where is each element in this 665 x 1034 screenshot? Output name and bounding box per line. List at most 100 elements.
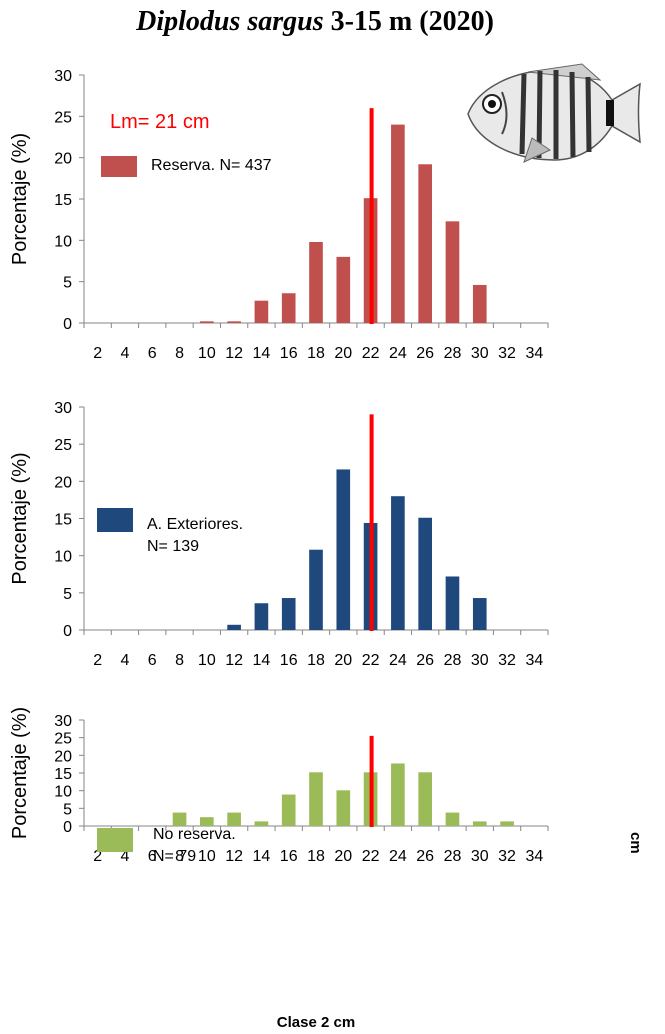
bar bbox=[500, 821, 514, 826]
legend-label: A. Exteriores. bbox=[147, 516, 243, 533]
x-tick-label: 16 bbox=[280, 848, 298, 865]
bar bbox=[336, 256, 351, 323]
x-tick-label: 8 bbox=[175, 848, 184, 865]
x-tick-label: 28 bbox=[444, 848, 462, 865]
x-tick-label: 6 bbox=[148, 848, 157, 865]
bar bbox=[227, 624, 241, 630]
bar bbox=[445, 221, 460, 323]
x-tick-label: 20 bbox=[334, 652, 352, 669]
x-tick-label: 2 bbox=[93, 848, 102, 865]
x-tick-label: 30 bbox=[471, 345, 489, 362]
x-tick-label: 16 bbox=[280, 345, 298, 362]
x-tick-label: 20 bbox=[334, 848, 352, 865]
bar bbox=[418, 772, 432, 826]
bar bbox=[309, 241, 323, 323]
x-tick-label: 6 bbox=[148, 652, 157, 669]
bar bbox=[254, 300, 269, 323]
x-tick-label: 20 bbox=[334, 345, 352, 362]
x-tick-label: 34 bbox=[525, 848, 543, 865]
x-tick-label: 12 bbox=[225, 848, 243, 865]
bar bbox=[472, 821, 487, 826]
y-tick-label: 25 bbox=[54, 731, 72, 748]
y-axis-label: Porcentaje (%) bbox=[9, 707, 31, 839]
legend-label: No reserva. bbox=[153, 826, 236, 843]
x-tick-label: 10 bbox=[198, 652, 216, 669]
x-tick-label: 14 bbox=[253, 848, 271, 865]
bar bbox=[418, 517, 432, 630]
legend-swatch bbox=[97, 828, 133, 852]
bar bbox=[309, 549, 323, 630]
x-tick-label: 34 bbox=[525, 345, 543, 362]
y-tick-label: 5 bbox=[63, 801, 72, 818]
bar bbox=[472, 284, 487, 323]
bar bbox=[309, 772, 323, 826]
x-tick-label: 8 bbox=[175, 345, 184, 362]
y-tick-label: 30 bbox=[54, 400, 72, 417]
y-tick-label: 25 bbox=[54, 109, 72, 126]
legend-label: N= 139 bbox=[147, 538, 199, 555]
y-tick-label: 0 bbox=[63, 316, 72, 333]
x-tick-label: 28 bbox=[444, 652, 462, 669]
y-tick-label: 0 bbox=[63, 623, 72, 640]
title-species: Diplodus sargus bbox=[136, 6, 324, 37]
bar bbox=[254, 821, 269, 826]
x-tick-label: 26 bbox=[416, 848, 434, 865]
bar bbox=[391, 496, 405, 630]
x-tick-label: 10 bbox=[198, 345, 216, 362]
x-tick-label: 18 bbox=[307, 848, 325, 865]
x-tick-label: 16 bbox=[280, 652, 298, 669]
x-tick-label: 4 bbox=[120, 652, 129, 669]
bar bbox=[281, 598, 296, 630]
x-tick-label: 26 bbox=[416, 345, 434, 362]
x-tick-label: 24 bbox=[389, 345, 407, 362]
x-tick-label: 12 bbox=[225, 345, 243, 362]
y-tick-label: 0 bbox=[63, 819, 72, 836]
y-tick-label: 30 bbox=[54, 713, 72, 730]
y-tick-label: 10 bbox=[54, 549, 72, 566]
x-tick-label: 8 bbox=[175, 652, 184, 669]
x-tick-label: 2 bbox=[93, 345, 102, 362]
x-tick-label: 4 bbox=[120, 345, 129, 362]
y-tick-label: 10 bbox=[54, 233, 72, 250]
bar bbox=[281, 794, 296, 826]
legend-label: N= 79 bbox=[153, 848, 196, 865]
x-tick-label: 32 bbox=[498, 848, 516, 865]
x-tick-label: 14 bbox=[253, 652, 271, 669]
x-tick-label: 30 bbox=[471, 652, 489, 669]
fish-illustration-icon bbox=[467, 63, 641, 163]
stray-axis-text: cm bbox=[627, 832, 644, 854]
bar bbox=[445, 576, 460, 630]
x-tick-label: 4 bbox=[120, 848, 129, 865]
y-tick-label: 15 bbox=[54, 192, 72, 209]
x-tick-label: 18 bbox=[307, 652, 325, 669]
bar bbox=[227, 812, 241, 826]
bar bbox=[472, 598, 487, 630]
legend-label: Reserva. N= 437 bbox=[151, 157, 272, 174]
bar bbox=[172, 812, 187, 826]
x-tick-label: 24 bbox=[389, 652, 407, 669]
y-tick-label: 15 bbox=[54, 512, 72, 529]
bar bbox=[418, 164, 432, 323]
x-tick-label: 22 bbox=[362, 652, 380, 669]
chart-title: Diplodus sargus 3-15 m (2020) bbox=[0, 6, 630, 38]
x-tick-label: 22 bbox=[362, 345, 380, 362]
bar bbox=[391, 763, 405, 826]
y-tick-label: 25 bbox=[54, 437, 72, 454]
lm-annotation: Lm= 21 cm bbox=[110, 111, 209, 133]
x-tick-label: 32 bbox=[498, 652, 516, 669]
y-tick-label: 20 bbox=[54, 474, 72, 491]
x-tick-label: 2 bbox=[93, 652, 102, 669]
bar bbox=[200, 321, 214, 323]
bar bbox=[336, 790, 351, 826]
x-axis-title: Clase 2 cm bbox=[277, 1014, 355, 1031]
bar bbox=[200, 817, 214, 826]
y-tick-label: 10 bbox=[54, 784, 72, 801]
y-tick-label: 30 bbox=[54, 68, 72, 85]
bar bbox=[254, 603, 269, 630]
x-tick-label: 22 bbox=[362, 848, 380, 865]
x-tick-label: 10 bbox=[198, 848, 216, 865]
x-tick-label: 18 bbox=[307, 345, 325, 362]
y-axis-label: Porcentaje (%) bbox=[9, 133, 31, 265]
x-tick-label: 32 bbox=[498, 345, 516, 362]
